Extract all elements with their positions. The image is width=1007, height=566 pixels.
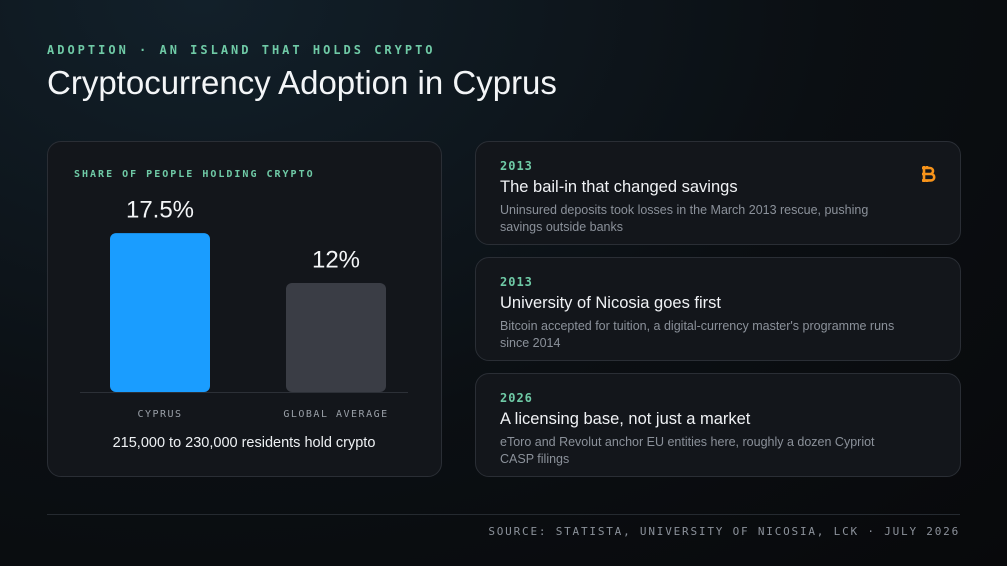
kicker: ADOPTION · AN ISLAND THAT HOLDS CRYPTO: [47, 43, 436, 57]
card-text: Bitcoin accepted for tuition, a digital-…: [500, 319, 895, 350]
source: SOURCE: STATISTA, UNIVERSITY OF NICOSIA,…: [488, 525, 960, 538]
year: 2013: [500, 159, 533, 173]
bitcoin-icon: [922, 166, 936, 182]
year: 2026: [500, 391, 533, 405]
divider: [47, 514, 960, 515]
card-title: University of Nicosia goes first: [500, 294, 721, 312]
annotation: 215,000 to 230,000 residents hold crypto: [113, 435, 376, 451]
event-card: 2013 University of Nicosia goes first Bitc…: [475, 257, 961, 361]
bar: [110, 233, 210, 392]
card-text: eToro and Revolut anchor EU entities her…: [500, 435, 875, 466]
chart-title: SHARE OF PEOPLE HOLDING CRYPTO: [74, 169, 315, 180]
card-title: The bail-in that changed savings: [500, 178, 738, 196]
card-text: Uninsured deposits took losses in the Ma…: [500, 203, 869, 234]
slide-title: Cryptocurrency Adoption in Cyprus: [47, 64, 557, 101]
event-card: 2026 A licensing base, not just a market e…: [475, 373, 961, 477]
bar: [286, 283, 386, 392]
year: 2013: [500, 275, 533, 289]
value-label: 12%: [312, 246, 360, 273]
event-card: 2013 The bail-in that changed savings Unin…: [475, 141, 961, 245]
card-title: A licensing base, not just a market: [500, 410, 751, 428]
category-label: GLOBAL AVERAGE: [283, 409, 388, 420]
category-label: CYPRUS: [137, 409, 182, 420]
value-label: 17.5%: [126, 196, 194, 223]
